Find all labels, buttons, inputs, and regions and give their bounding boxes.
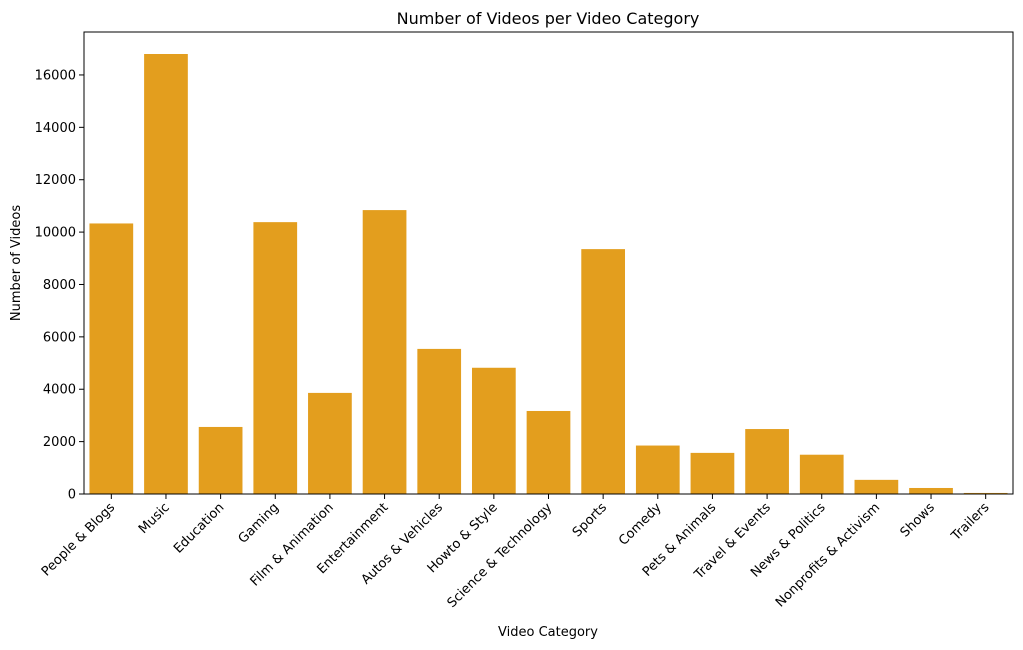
- x-tick-label-0: People & Blogs: [39, 500, 118, 579]
- bar-4: [308, 392, 352, 494]
- x-tick-label-14: Nonprofits & Activism: [773, 500, 883, 610]
- x-tick-label-3: Gaming: [236, 500, 283, 547]
- y-tick-label-6: 12000: [35, 173, 76, 188]
- x-tick-label-2: Education: [171, 500, 227, 556]
- y-tick-label-2: 4000: [43, 383, 76, 398]
- chart-title: Number of Videos per Video Category: [397, 9, 700, 28]
- bar-16: [963, 492, 1008, 494]
- bar-15: [909, 487, 953, 494]
- x-tick-label-16: Trailers: [948, 500, 992, 544]
- y-axis: 0 2000 4000 6000 8000 10000 12000 14000 16000: [35, 68, 84, 503]
- y-tick-label-3: 6000: [43, 330, 76, 345]
- bar-9: [581, 249, 626, 494]
- y-tick-label-4: 8000: [43, 278, 76, 293]
- bar-1: [144, 54, 188, 494]
- bar-2: [198, 426, 243, 494]
- x-tick-label-10: Comedy: [616, 500, 665, 549]
- bars-group: [89, 54, 1008, 494]
- bar-10: [635, 445, 680, 494]
- bar-12: [745, 429, 789, 494]
- bar-5: [362, 210, 407, 494]
- bar-8: [526, 410, 571, 494]
- y-tick-label-0: 0: [68, 488, 76, 503]
- y-tick-label-8: 16000: [35, 68, 76, 83]
- y-tick-label-1: 2000: [43, 435, 76, 450]
- x-tick-label-9: Sports: [570, 500, 610, 540]
- bar-3: [253, 222, 298, 494]
- y-axis-label: Number of Videos: [9, 205, 24, 321]
- x-axis-label: Video Category: [498, 625, 598, 640]
- x-tick-label-1: Music: [136, 500, 173, 537]
- bar-14: [854, 479, 899, 494]
- bar-0: [89, 223, 134, 494]
- bar-11: [690, 452, 735, 494]
- x-tick-label-15: Shows: [898, 500, 938, 540]
- x-tick-label-8: Science & Technology: [445, 500, 556, 611]
- y-tick-label-5: 10000: [35, 226, 76, 241]
- y-tick-label-7: 14000: [35, 121, 76, 136]
- bar-6: [417, 348, 462, 494]
- bar-7: [471, 367, 516, 494]
- bar-13: [799, 454, 844, 494]
